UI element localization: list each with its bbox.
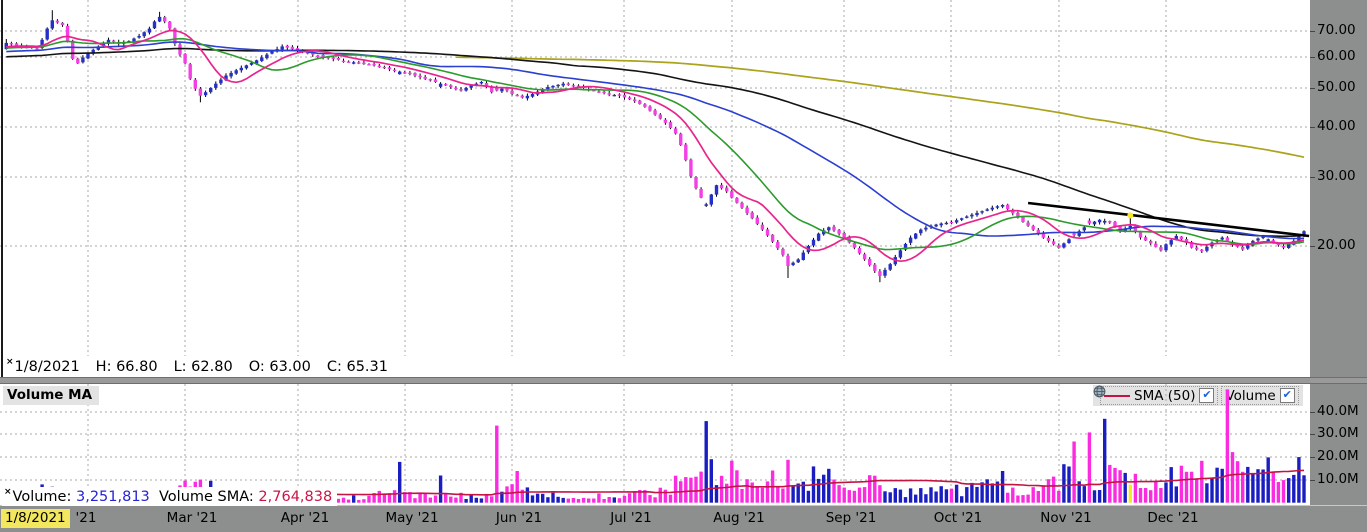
month-label: Apr '21 bbox=[280, 510, 330, 526]
ohlc-field: L: 62.80 bbox=[173, 359, 233, 375]
volume-sma-label: Volume SMA: bbox=[159, 489, 254, 505]
legend-item-sma: SMA (50) ✔ bbox=[1100, 386, 1219, 405]
month-label: Sep '21 bbox=[825, 510, 877, 526]
ohlc-field: O: 63.00 bbox=[248, 359, 311, 375]
time-axis[interactable]: 1/8/2021 '21 Mar '21 Apr '21 May '21 Jun '21… bbox=[0, 505, 1367, 532]
selected-date-chip: 1/8/2021 bbox=[1, 509, 70, 528]
axis-tick-label: 20.0M bbox=[1310, 448, 1359, 464]
volume-axis[interactable]: 40.0M 30.0M 20.0M 10.0M bbox=[1310, 384, 1367, 505]
month-label: Jul '21 bbox=[610, 510, 652, 526]
axis-tick-label: 40.00 bbox=[1310, 118, 1356, 134]
globe-icon-svg bbox=[1093, 385, 1106, 398]
legend-volume-label: Volume bbox=[1225, 387, 1276, 404]
volume-status-line: ×Volume: 3,251,813 Volume SMA: 2,764,838 bbox=[2, 487, 338, 506]
legend-item-volume: Volume ✔ bbox=[1221, 386, 1299, 405]
status-date: 1/8/2021 bbox=[14, 359, 80, 375]
price-axis[interactable]: 70.00 60.00 50.00 40.00 30.00 20.00 bbox=[1310, 0, 1367, 377]
axis-tick-label: 70.00 bbox=[1310, 22, 1356, 38]
month-label: Mar '21 bbox=[166, 510, 218, 526]
volume-panel-title: Volume MA bbox=[3, 386, 100, 405]
month-label: Nov '21 bbox=[1040, 510, 1092, 526]
ohlc-field: H: 66.80 bbox=[95, 359, 158, 375]
legend-sma-label: SMA (50) bbox=[1134, 387, 1196, 404]
axis-tick-label: 30.00 bbox=[1310, 168, 1356, 184]
volume-sma-value: 2,764,838 bbox=[258, 489, 333, 505]
month-label: Aug '21 bbox=[713, 510, 765, 526]
axis-tick-label: 50.00 bbox=[1310, 79, 1356, 95]
volume-checkbox[interactable]: ✔ bbox=[1279, 388, 1295, 403]
selected-bar-crosshair bbox=[1, 0, 3, 377]
month-label: Oct '21 bbox=[933, 510, 983, 526]
price-chart-canvas[interactable] bbox=[0, 0, 1310, 377]
axis-tick-label: 10.0M bbox=[1310, 471, 1359, 487]
series-close-icon[interactable]: × bbox=[6, 357, 14, 367]
month-label: '21 bbox=[75, 510, 97, 526]
month-label: Dec '21 bbox=[1147, 510, 1199, 526]
month-label: Jun '21 bbox=[495, 510, 543, 526]
axis-tick-label: 60.00 bbox=[1310, 48, 1356, 64]
axis-tick-label: 40.0M bbox=[1310, 403, 1359, 419]
month-label: May '21 bbox=[385, 510, 439, 526]
ohlc-values: H: 66.80 L: 62.80 O: 63.00 C: 65.31 bbox=[96, 359, 404, 375]
axis-tick-label: 20.00 bbox=[1310, 237, 1356, 253]
ohlc-status-line: ×1/8/2021 H: 66.80 L: 62.80 O: 63.00 C: 65.3… bbox=[4, 357, 410, 376]
axis-tick-label: 30.0M bbox=[1310, 425, 1359, 441]
volume-value: 3,251,813 bbox=[75, 489, 150, 505]
sma-line-sample bbox=[1104, 394, 1130, 397]
volume-chart-canvas[interactable] bbox=[0, 384, 1310, 503]
volume-label: Volume: bbox=[12, 489, 72, 505]
ohlc-field: C: 65.31 bbox=[326, 359, 388, 375]
sma-checkbox[interactable]: ✔ bbox=[1199, 388, 1215, 403]
volume-legend: SMA (50) ✔ Volume ✔ bbox=[1093, 385, 1303, 406]
indicator-close-icon[interactable]: × bbox=[4, 487, 12, 497]
panel-separator[interactable] bbox=[0, 377, 1367, 384]
